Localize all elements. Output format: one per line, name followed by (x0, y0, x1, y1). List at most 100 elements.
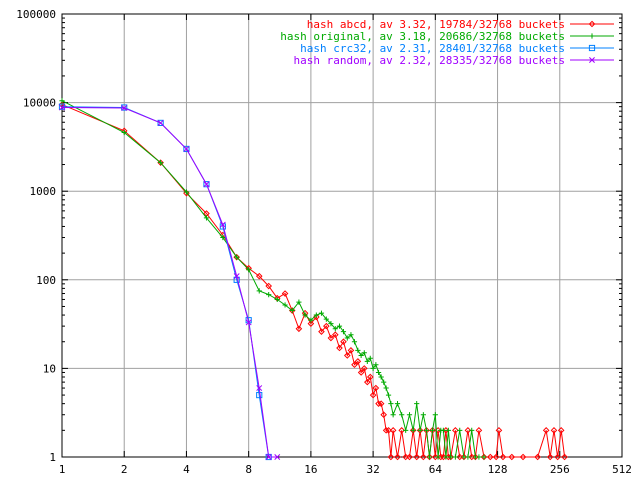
data-point (336, 323, 343, 329)
x-tick-label: 32 (366, 463, 379, 476)
data-point (158, 160, 164, 166)
data-point (274, 454, 281, 460)
data-point (409, 427, 417, 434)
data-point (355, 347, 361, 353)
series-2 (59, 98, 487, 460)
data-point (318, 310, 325, 316)
data-point (442, 427, 450, 434)
x-tick-label: 2 (121, 463, 128, 476)
legend-label: hash abcd, av 3.32, 19784/32768 buckets (307, 18, 565, 31)
data-point (121, 105, 128, 111)
data-point (469, 427, 475, 433)
legend: hash abcd, av 3.32, 19784/32768 bucketsh… (280, 18, 614, 67)
data-point (437, 453, 445, 461)
data-point (403, 427, 409, 433)
data-point (388, 401, 394, 407)
data-point (344, 335, 350, 341)
data-point (457, 427, 463, 433)
data-point (369, 391, 377, 399)
data-point (492, 453, 500, 461)
y-tick-label: 10000 (23, 97, 56, 110)
data-point (452, 454, 458, 460)
data-point (377, 400, 385, 407)
series-line (61, 107, 278, 458)
data-point (420, 412, 426, 418)
data-point (387, 453, 395, 461)
data-point (519, 453, 527, 461)
data-point (351, 361, 358, 369)
data-point (588, 44, 596, 52)
data-point (550, 427, 558, 434)
data-point (561, 453, 568, 461)
legend-label: hash original, av 3.18, 20686/32768 buck… (280, 30, 565, 43)
data-point (390, 412, 396, 418)
data-point (366, 373, 374, 381)
data-point (385, 392, 392, 398)
series-line (61, 104, 566, 458)
data-point (296, 299, 302, 305)
legend-label: hash crc32, av 2.31, 28401/32768 buckets (300, 42, 565, 55)
data-point (406, 453, 413, 461)
data-point (554, 453, 561, 461)
data-point (183, 145, 190, 153)
data-point (429, 427, 436, 433)
data-point (328, 321, 334, 327)
data-point (364, 378, 371, 386)
axes: 1 2 4 8 16 32 64 128 256 512 1 10 100 1000 10000 100000 (16, 8, 632, 476)
data-point (183, 145, 190, 152)
y-tick-label: 10 (43, 362, 56, 375)
data-point (432, 453, 439, 461)
plot-border (61, 13, 623, 458)
data-point (364, 358, 370, 364)
data-point (265, 454, 272, 460)
data-point (289, 307, 295, 314)
x-tick-label: 16 (304, 463, 317, 476)
data-point (340, 338, 347, 346)
data-point (256, 288, 262, 294)
data-point (246, 267, 252, 273)
data-point (367, 355, 373, 361)
data-point (476, 454, 482, 460)
data-point (481, 454, 487, 460)
data-point (351, 339, 358, 345)
data-point (589, 57, 595, 63)
data-point (495, 427, 503, 434)
data-point (508, 453, 516, 461)
data-point (452, 427, 459, 434)
data-point (542, 427, 550, 434)
data-point (331, 331, 339, 339)
data-point (343, 352, 351, 359)
data-point (282, 302, 288, 308)
x-tick-label: 4 (183, 463, 190, 476)
data-point (465, 454, 471, 460)
data-point (255, 272, 263, 280)
data-point (445, 453, 452, 461)
data-point (308, 317, 314, 323)
data-point (382, 427, 390, 434)
data-point (354, 358, 362, 365)
data-point (347, 347, 355, 354)
data-point (361, 350, 367, 356)
data-point (406, 412, 413, 418)
data-point (245, 319, 252, 326)
y-tick-label: 100 (36, 274, 56, 287)
y-tick-label: 100000 (16, 8, 56, 21)
data-point (375, 400, 382, 407)
data-point (58, 103, 66, 110)
data-point (265, 282, 273, 290)
data-point (157, 119, 164, 126)
x-tick-label: 1 (59, 463, 66, 476)
data-point (426, 454, 433, 460)
data-point (464, 427, 472, 434)
data-point (398, 427, 406, 434)
series-3 (58, 103, 272, 461)
data-point (295, 325, 303, 333)
data-point (266, 292, 272, 298)
data-point (370, 365, 376, 371)
data-point (588, 20, 596, 28)
data-point (234, 254, 240, 260)
data-point (157, 119, 164, 127)
data-point (203, 181, 210, 188)
data-point (417, 427, 423, 433)
